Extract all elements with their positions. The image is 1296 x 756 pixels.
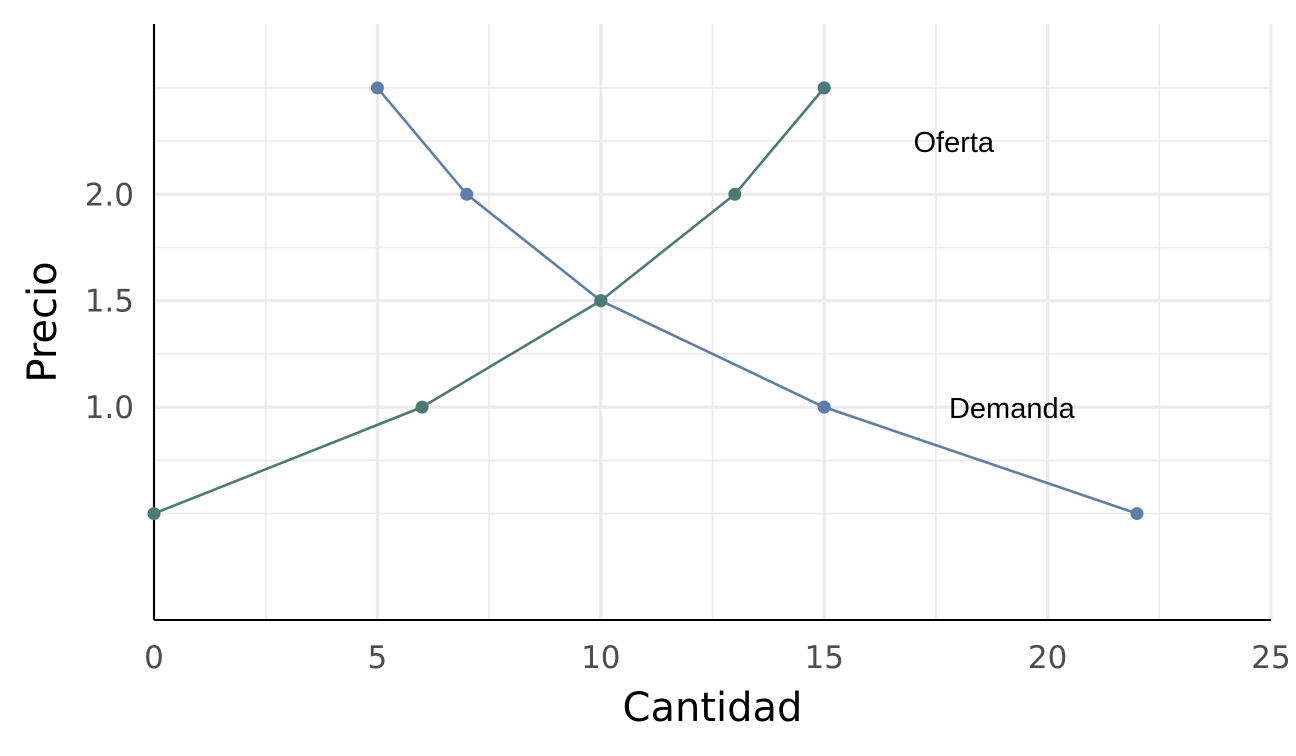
tick-labels: 0 5 10 15 20 25 1.0 1.5 2.0 xyxy=(85,177,1291,676)
series-labels: Demanda Oferta xyxy=(913,127,1075,425)
axes xyxy=(153,24,1271,621)
y-tick-label: 2.0 xyxy=(85,177,134,213)
y-tick-label: 1.5 xyxy=(85,284,134,320)
oferta-point xyxy=(817,81,831,95)
demanda-point xyxy=(460,187,474,201)
x-tick-label: 15 xyxy=(804,640,843,676)
x-tick-label: 5 xyxy=(368,640,388,676)
series-oferta xyxy=(147,81,831,521)
oferta-point xyxy=(728,187,742,201)
x-axis-title: Cantidad xyxy=(623,685,803,731)
demanda-label: Demanda xyxy=(949,393,1076,425)
x-tick-label: 20 xyxy=(1028,640,1067,676)
demanda-point xyxy=(817,400,831,414)
x-tick-label: 25 xyxy=(1251,640,1290,676)
oferta-label: Oferta xyxy=(913,127,994,159)
y-tick-label: 1.0 xyxy=(85,390,134,426)
series xyxy=(147,81,1144,521)
demanda-point xyxy=(1130,507,1144,521)
y-axis-title: Precio xyxy=(20,261,66,382)
demanda-point xyxy=(370,81,384,95)
grid xyxy=(152,24,1273,620)
oferta-point xyxy=(147,507,161,521)
x-tick-label: 10 xyxy=(581,640,620,676)
x-tick-label: 0 xyxy=(144,640,164,676)
oferta-point xyxy=(594,294,608,308)
oferta-point xyxy=(415,400,429,414)
